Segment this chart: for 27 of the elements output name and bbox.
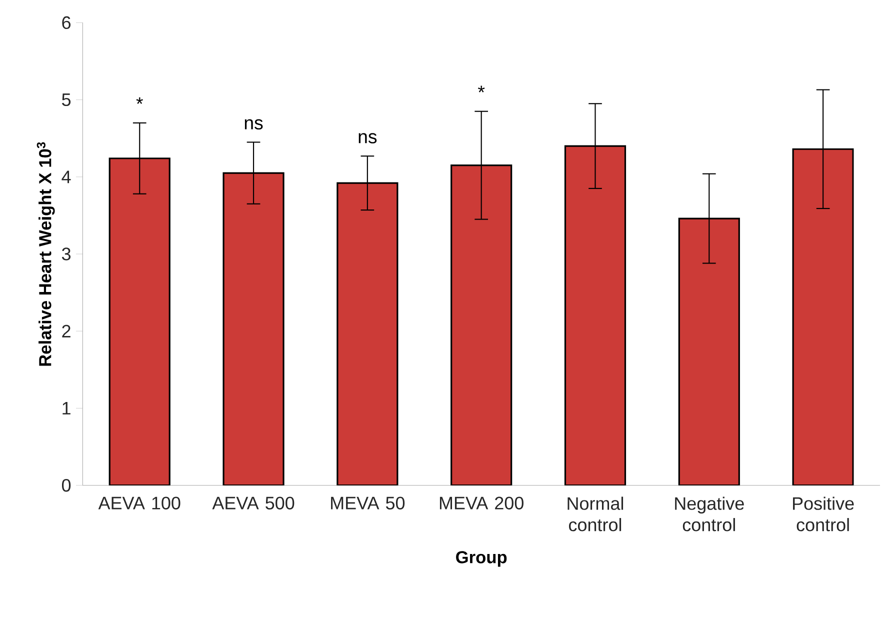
annotation: *: [136, 97, 143, 104]
bar: [450, 164, 512, 486]
x-tick-label: Normal control: [568, 496, 624, 532]
y-tick-label: 4: [62, 170, 71, 184]
y-tick-label: 2: [62, 324, 70, 338]
bar: [678, 218, 740, 486]
bar: [336, 182, 398, 486]
y-tick-label: 6: [62, 16, 71, 30]
y-axis-title: Relative Heart Weight X 10$^{3}$: [36, 142, 55, 366]
annotation: ns: [244, 119, 263, 130]
bar: [108, 158, 170, 486]
y-tick-label: 0: [62, 478, 71, 492]
bar: [792, 148, 854, 486]
bar: [222, 172, 284, 486]
y-tick-label: 5: [62, 94, 71, 106]
x-tick-label: AEVA 100: [98, 496, 180, 510]
annotation: *: [478, 86, 485, 92]
x-tick-label: Positive control: [793, 496, 854, 532]
bar: [564, 145, 626, 486]
x-tick-label: Negative control: [675, 496, 744, 532]
y-tick-label: 1: [62, 402, 70, 414]
x-tick-label: AEVA 500: [212, 496, 294, 510]
x-tick-label: MEVA 200: [440, 496, 524, 510]
y-tick-label: 3: [62, 248, 71, 260]
annotation: ns: [358, 133, 377, 144]
x-axis-title: Group: [456, 551, 507, 567]
x-tick-label: MEVA 50: [331, 496, 405, 510]
